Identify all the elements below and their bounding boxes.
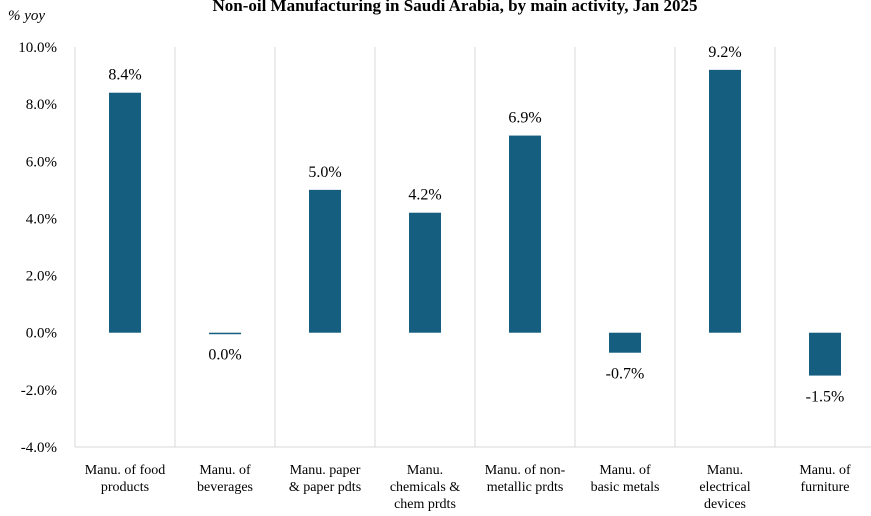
y-tick-label: 6.0%	[26, 154, 57, 170]
x-category-label: Manu. of food products	[85, 463, 166, 495]
x-category-label: Manu. of basic metals	[591, 463, 660, 495]
x-category-label: Manu. of furniture	[799, 463, 851, 495]
bar	[409, 212, 441, 333]
y-tick-label: -2.0%	[21, 383, 57, 399]
data-label: 9.2%	[708, 44, 741, 61]
data-label: 4.2%	[408, 187, 441, 204]
bar	[109, 92, 141, 333]
x-category-label: Manu. of non-metallic prdts	[485, 463, 566, 495]
bar	[709, 69, 741, 333]
y-tick-label: -4.0%	[21, 440, 57, 456]
bar	[609, 332, 641, 353]
y-tick-label: 10.0%	[18, 40, 57, 56]
x-category-label: Manu. paper & paper pdts	[289, 463, 361, 495]
data-label: 8.4%	[108, 67, 141, 84]
data-labels: 8.4% 0.0% 5.0% 4.2% 6.9% -0.7% 9.2% -1.5%	[108, 44, 844, 406]
bars	[109, 69, 841, 376]
y-tick-label: 2.0%	[26, 269, 57, 285]
bar	[209, 332, 241, 335]
data-label: 6.9%	[508, 110, 541, 127]
gridlines	[74, 47, 871, 448]
bar	[309, 189, 341, 333]
y-axis-ticks: 10.0% 8.0% 6.0% 4.0% 2.0% 0.0% -2.0% -4.0%	[18, 40, 57, 456]
y-tick-label: 8.0%	[26, 97, 57, 113]
bar	[809, 332, 841, 376]
x-category-label: Manu. chemicals & chem prdts	[390, 463, 460, 512]
data-label: -1.5%	[806, 389, 845, 406]
data-label: 0.0%	[208, 347, 241, 364]
y-axis-unit-label: % yoy	[8, 8, 45, 24]
data-label: -0.7%	[606, 366, 645, 383]
chart-title: Non-oil Manufacturing in Saudi Arabia, b…	[212, 0, 697, 15]
y-tick-label: 4.0%	[26, 211, 57, 227]
x-axis-categories: Manu. of food products Manu. of beverages Ma…	[85, 463, 851, 512]
x-category-label: Manu. electrical devices	[699, 463, 750, 512]
data-label: 5.0%	[308, 164, 341, 181]
y-tick-label: 0.0%	[26, 326, 57, 342]
bar	[509, 135, 541, 333]
x-category-label: Manu. of beverages	[197, 463, 253, 495]
